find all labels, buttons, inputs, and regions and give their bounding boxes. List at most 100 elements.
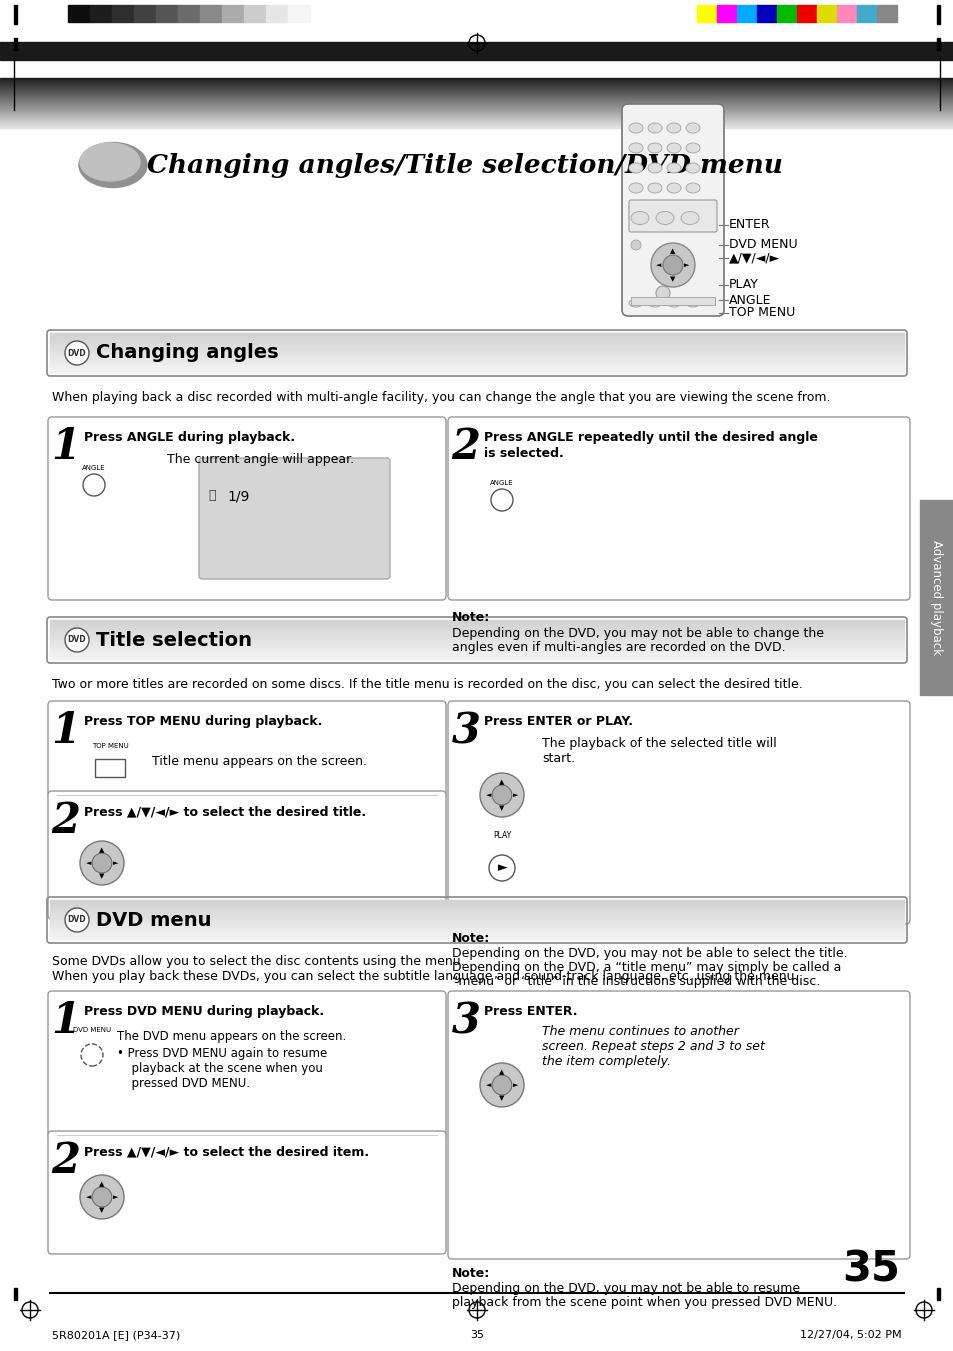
Text: DVD: DVD (68, 916, 86, 924)
Text: ▼: ▼ (99, 1208, 105, 1213)
Ellipse shape (685, 182, 700, 193)
Ellipse shape (647, 182, 661, 193)
Text: Depending on the DVD, a “title menu” may simply be called a: Depending on the DVD, a “title menu” may… (452, 961, 841, 974)
Text: 5R80201A [E] (P34-37): 5R80201A [E] (P34-37) (52, 1329, 180, 1340)
Bar (856, 5, 876, 22)
Circle shape (650, 243, 695, 286)
Text: DVD: DVD (68, 349, 86, 358)
Bar (0, 122, 953, 123)
Text: 12/27/04, 5:02 PM: 12/27/04, 5:02 PM (800, 1329, 901, 1340)
Text: Depending on the DVD, you may not be able to select the title.: Depending on the DVD, you may not be abl… (452, 947, 846, 961)
Text: When playing back a disc recorded with multi-angle facility, you can change the : When playing back a disc recorded with m… (52, 390, 830, 404)
Bar (0, 107, 953, 108)
Text: The DVD menu appears on the screen.: The DVD menu appears on the screen. (117, 1029, 346, 1043)
FancyBboxPatch shape (48, 1131, 446, 1254)
Bar (0, 124, 953, 126)
Bar (0, 105, 953, 107)
Circle shape (492, 785, 512, 805)
Bar (0, 93, 953, 95)
Bar (0, 97, 953, 99)
Text: TOP MENU: TOP MENU (91, 743, 129, 748)
Text: “menu” or “title” in the instructions supplied with the disc.: “menu” or “title” in the instructions su… (452, 975, 820, 988)
Bar (876, 5, 896, 22)
FancyBboxPatch shape (48, 701, 446, 798)
Bar (222, 5, 244, 22)
Ellipse shape (685, 203, 700, 213)
Text: ▲: ▲ (498, 778, 504, 785)
Ellipse shape (647, 299, 661, 307)
Bar (0, 85, 953, 86)
Bar (0, 89, 953, 91)
Text: ◄: ◄ (656, 262, 661, 267)
Ellipse shape (628, 143, 642, 153)
Text: screen. Repeat steps 2 and 3 to set: screen. Repeat steps 2 and 3 to set (541, 1040, 764, 1052)
Bar (0, 0, 953, 58)
Bar (0, 96, 953, 99)
Text: Press DVD MENU during playback.: Press DVD MENU during playback. (84, 1005, 324, 1019)
Text: ENTER: ENTER (728, 219, 770, 231)
Text: 2: 2 (51, 1140, 80, 1182)
Bar (0, 92, 953, 95)
Text: • Press DVD MENU again to resume: • Press DVD MENU again to resume (117, 1047, 327, 1061)
Ellipse shape (628, 203, 642, 213)
Text: Title menu appears on the screen.: Title menu appears on the screen. (152, 755, 367, 767)
Bar (0, 91, 953, 92)
Circle shape (81, 1044, 103, 1066)
Ellipse shape (647, 163, 661, 173)
Ellipse shape (666, 143, 680, 153)
FancyBboxPatch shape (448, 701, 909, 924)
Text: When you play back these DVDs, you can select the subtitle language and sound-tr: When you play back these DVDs, you can s… (52, 970, 798, 984)
Bar (0, 109, 953, 111)
Circle shape (92, 1188, 112, 1206)
Circle shape (489, 855, 515, 881)
Bar (244, 5, 266, 22)
Text: Some DVDs allow you to select the disc contents using the menu.: Some DVDs allow you to select the disc c… (52, 955, 464, 969)
Bar (95, 759, 125, 777)
Ellipse shape (628, 163, 642, 173)
Bar (816, 5, 836, 22)
Text: ►: ► (683, 262, 689, 267)
Bar (757, 5, 776, 22)
Bar (266, 5, 288, 22)
Text: 1/9: 1/9 (227, 489, 249, 503)
Text: ▲/▼/◄/►: ▲/▼/◄/► (728, 251, 780, 265)
Bar (0, 108, 953, 109)
Bar (796, 5, 816, 22)
Circle shape (80, 842, 124, 885)
FancyBboxPatch shape (199, 458, 390, 580)
Text: The menu continues to another: The menu continues to another (541, 1025, 739, 1038)
Text: Title selection: Title selection (96, 631, 252, 650)
Text: playback at the scene when you: playback at the scene when you (124, 1062, 322, 1075)
Text: Press ENTER or PLAY.: Press ENTER or PLAY. (483, 715, 633, 728)
Circle shape (491, 489, 513, 511)
Text: 35: 35 (470, 1329, 483, 1340)
Text: 35: 35 (841, 1250, 899, 1292)
Bar (0, 89, 953, 91)
Text: 2: 2 (51, 800, 80, 842)
Bar (0, 99, 953, 100)
Bar (0, 115, 953, 116)
Ellipse shape (666, 182, 680, 193)
Bar (737, 5, 757, 22)
Bar (0, 116, 953, 118)
Bar (178, 5, 200, 22)
Ellipse shape (647, 123, 661, 132)
Text: 2: 2 (451, 426, 480, 467)
Text: 3: 3 (451, 1000, 480, 1042)
Circle shape (630, 240, 640, 250)
Text: ◄: ◄ (486, 1082, 491, 1088)
Circle shape (662, 255, 682, 276)
Text: 📷: 📷 (208, 489, 215, 503)
Text: ►: ► (497, 862, 507, 874)
Bar (0, 85, 953, 86)
Text: PLAY: PLAY (493, 831, 511, 840)
Ellipse shape (647, 143, 661, 153)
Ellipse shape (685, 299, 700, 307)
Bar (0, 81, 953, 82)
Ellipse shape (628, 299, 642, 307)
Bar (0, 88, 953, 89)
Bar (200, 5, 222, 22)
Bar (0, 118, 953, 119)
Bar (0, 82, 953, 84)
Bar (0, 92, 953, 93)
